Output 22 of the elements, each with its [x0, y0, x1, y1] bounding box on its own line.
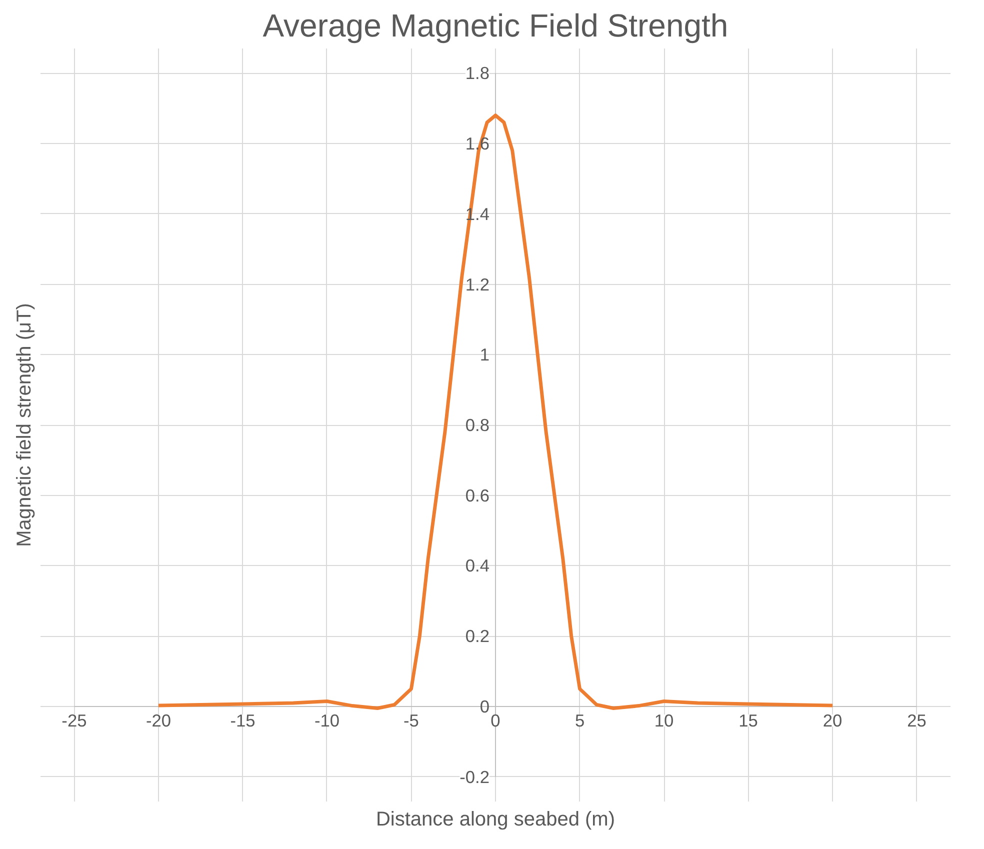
y-tick-label: 0 — [480, 696, 490, 716]
x-tick-label: 25 — [907, 710, 926, 730]
y-tick-label: 0.8 — [465, 415, 490, 435]
y-axis-title: Magnetic field strength (μT) — [14, 303, 36, 547]
y-tick-label: 0.6 — [465, 485, 490, 506]
chart-title: Average Magnetic Field Strength — [262, 8, 728, 44]
x-tick-label: 15 — [738, 710, 758, 730]
x-tick-label: -25 — [62, 710, 87, 730]
x-tick-label: 20 — [822, 710, 842, 730]
y-tick-label: 1 — [480, 344, 490, 365]
x-tick-label: 10 — [654, 710, 674, 730]
y-tick-label: 0.4 — [465, 556, 490, 576]
x-tick-label: -5 — [404, 710, 419, 730]
x-tick-label: -10 — [314, 710, 340, 730]
x-axis-title: Distance along seabed (m) — [376, 808, 616, 830]
y-tick-label: 1.8 — [465, 63, 490, 84]
y-tick-label: 1.2 — [465, 274, 490, 294]
x-tick-label: -15 — [230, 710, 256, 730]
x-tick-label: 5 — [574, 710, 585, 730]
y-tick-label: -0.2 — [460, 766, 490, 787]
x-tick-label: -20 — [146, 710, 171, 730]
y-tick-label: 0.2 — [465, 626, 490, 646]
